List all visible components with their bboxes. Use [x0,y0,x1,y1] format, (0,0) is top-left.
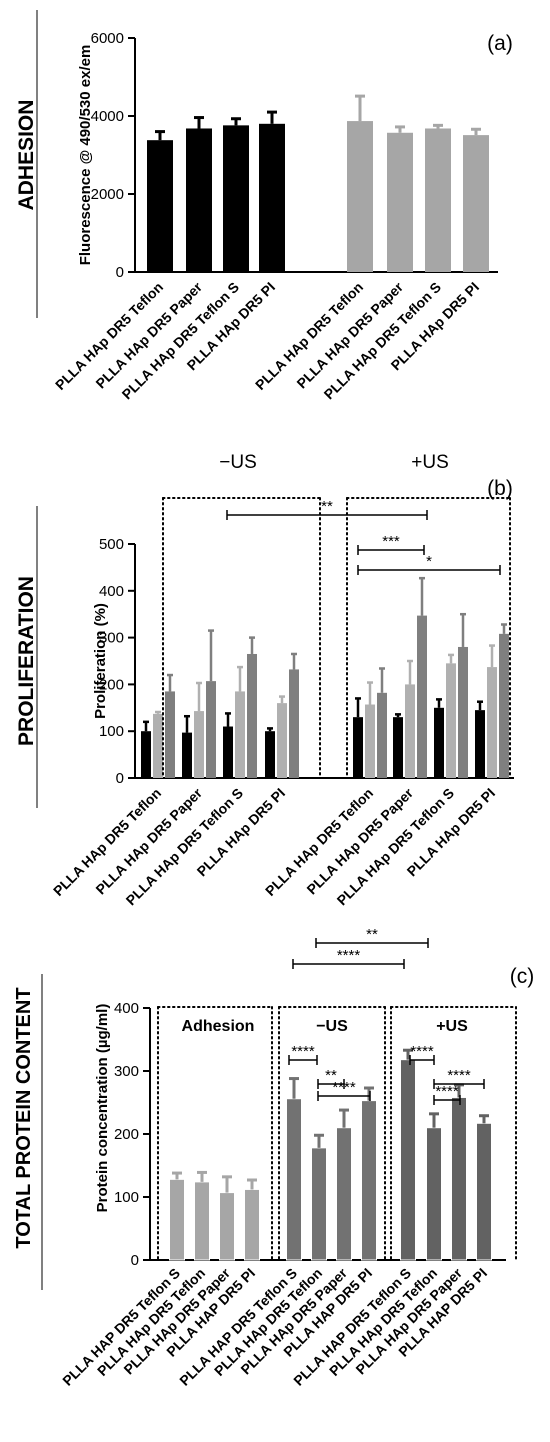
significance-label: **** [337,947,361,964]
bar [434,707,444,778]
bar [417,615,427,778]
group-header: Adhesion [182,1018,255,1035]
y-tick-label: 300 [114,1063,139,1080]
y-tick-label: 200 [114,1126,139,1143]
bar [499,633,509,778]
bar [458,646,468,778]
bar [153,713,163,778]
group-header: −US [316,1018,348,1035]
bar [365,704,375,778]
significance-label: **** [435,1083,459,1100]
y-tick-label: 100 [114,1189,139,1206]
bar [311,1147,327,1261]
bar [425,128,451,272]
group-header: +US [436,1018,468,1035]
bar [487,667,497,778]
bar [277,703,287,778]
y-axis-label: Protein concentration (µg/ml) [94,1004,111,1213]
bar [451,1096,467,1261]
bar [206,681,216,778]
bar [165,691,175,778]
y-tick-label: 400 [114,1000,139,1017]
bar [169,1178,185,1261]
bar [475,710,485,778]
y-tick-label: 200 [99,676,124,693]
bar [347,121,373,272]
y-tick-label: 100 [99,723,124,740]
bar [182,732,192,778]
y-tick-label: 4000 [91,108,124,125]
bar [476,1122,492,1261]
y-axis-label: Fluorescence @ 490/530 ex/em [77,45,94,266]
group-header: +US [411,452,449,473]
bar [147,140,173,272]
bar [219,1192,235,1261]
bar [235,691,245,778]
bar [259,123,285,272]
bar [194,711,204,778]
bar [223,125,249,272]
row-label: PROLIFERATION [15,576,38,746]
bar [405,684,415,778]
bar [186,128,212,272]
significance-label: **** [291,1043,315,1060]
bar [361,1100,377,1261]
panel-label: (c) [510,965,535,988]
group-header: −US [219,452,257,473]
bar [446,663,456,778]
bar [387,132,413,272]
bar [393,717,403,778]
significance-label: **** [410,1043,434,1060]
y-tick-label: 2000 [91,186,124,203]
y-tick-label: 0 [116,770,124,787]
significance-label: ** [321,498,333,515]
y-tick-label: 400 [99,583,124,600]
significance-label: *** [382,533,400,550]
panel-label: (b) [487,477,513,500]
significance-label: **** [332,1079,356,1096]
y-tick-label: 300 [99,630,124,647]
significance-label: ** [325,1067,337,1084]
y-tick-label: 6000 [91,30,124,47]
bar [286,1098,302,1261]
bar [141,731,151,778]
y-tick-label: 500 [99,536,124,553]
bar [463,135,489,272]
bar [247,653,257,778]
significance-label: * [426,553,432,570]
bar [223,726,233,778]
y-tick-label: 0 [116,264,124,281]
y-axis-label: Proliferation (%) [92,603,109,719]
row-label: ADHESION [15,100,38,211]
bar [426,1127,442,1261]
bar [336,1127,352,1261]
bar [265,731,275,778]
significance-label: **** [447,1067,471,1084]
y-tick-label: 0 [131,1252,139,1269]
bar [377,692,387,778]
significance-label: ** [366,926,378,943]
bar [353,717,363,778]
bar [244,1188,260,1261]
row-label: TOTAL PROTEIN CONTENT [13,987,35,1248]
panel-label: (a) [487,32,513,55]
bar [400,1059,416,1261]
bar [194,1181,210,1261]
bar [289,669,299,778]
